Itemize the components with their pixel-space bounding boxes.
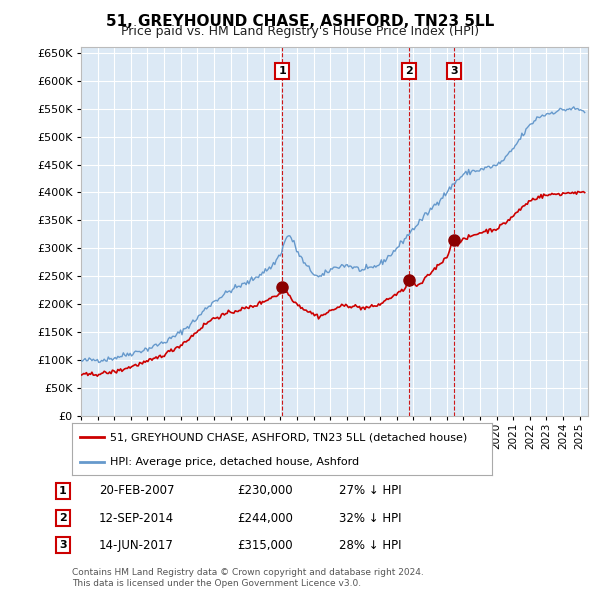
Text: 14-JUN-2017: 14-JUN-2017 [99, 539, 174, 552]
Text: 20-FEB-2007: 20-FEB-2007 [99, 484, 175, 497]
Text: 1: 1 [59, 486, 67, 496]
Text: £230,000: £230,000 [237, 484, 293, 497]
Text: 32% ↓ HPI: 32% ↓ HPI [339, 512, 401, 525]
Text: Contains HM Land Registry data © Crown copyright and database right 2024.: Contains HM Land Registry data © Crown c… [72, 568, 424, 577]
Text: 12-SEP-2014: 12-SEP-2014 [99, 512, 174, 525]
Text: 27% ↓ HPI: 27% ↓ HPI [339, 484, 401, 497]
Text: This data is licensed under the Open Government Licence v3.0.: This data is licensed under the Open Gov… [72, 579, 361, 588]
Text: £244,000: £244,000 [237, 512, 293, 525]
Text: 3: 3 [59, 540, 67, 550]
Text: 1: 1 [278, 66, 286, 76]
Text: Price paid vs. HM Land Registry's House Price Index (HPI): Price paid vs. HM Land Registry's House … [121, 25, 479, 38]
Text: 2: 2 [405, 66, 413, 76]
Text: 2: 2 [59, 513, 67, 523]
Text: 51, GREYHOUND CHASE, ASHFORD, TN23 5LL (detached house): 51, GREYHOUND CHASE, ASHFORD, TN23 5LL (… [110, 432, 467, 442]
Text: £315,000: £315,000 [237, 539, 293, 552]
Text: 51, GREYHOUND CHASE, ASHFORD, TN23 5LL: 51, GREYHOUND CHASE, ASHFORD, TN23 5LL [106, 14, 494, 28]
Text: 28% ↓ HPI: 28% ↓ HPI [339, 539, 401, 552]
Text: HPI: Average price, detached house, Ashford: HPI: Average price, detached house, Ashf… [110, 457, 359, 467]
Text: 3: 3 [451, 66, 458, 76]
